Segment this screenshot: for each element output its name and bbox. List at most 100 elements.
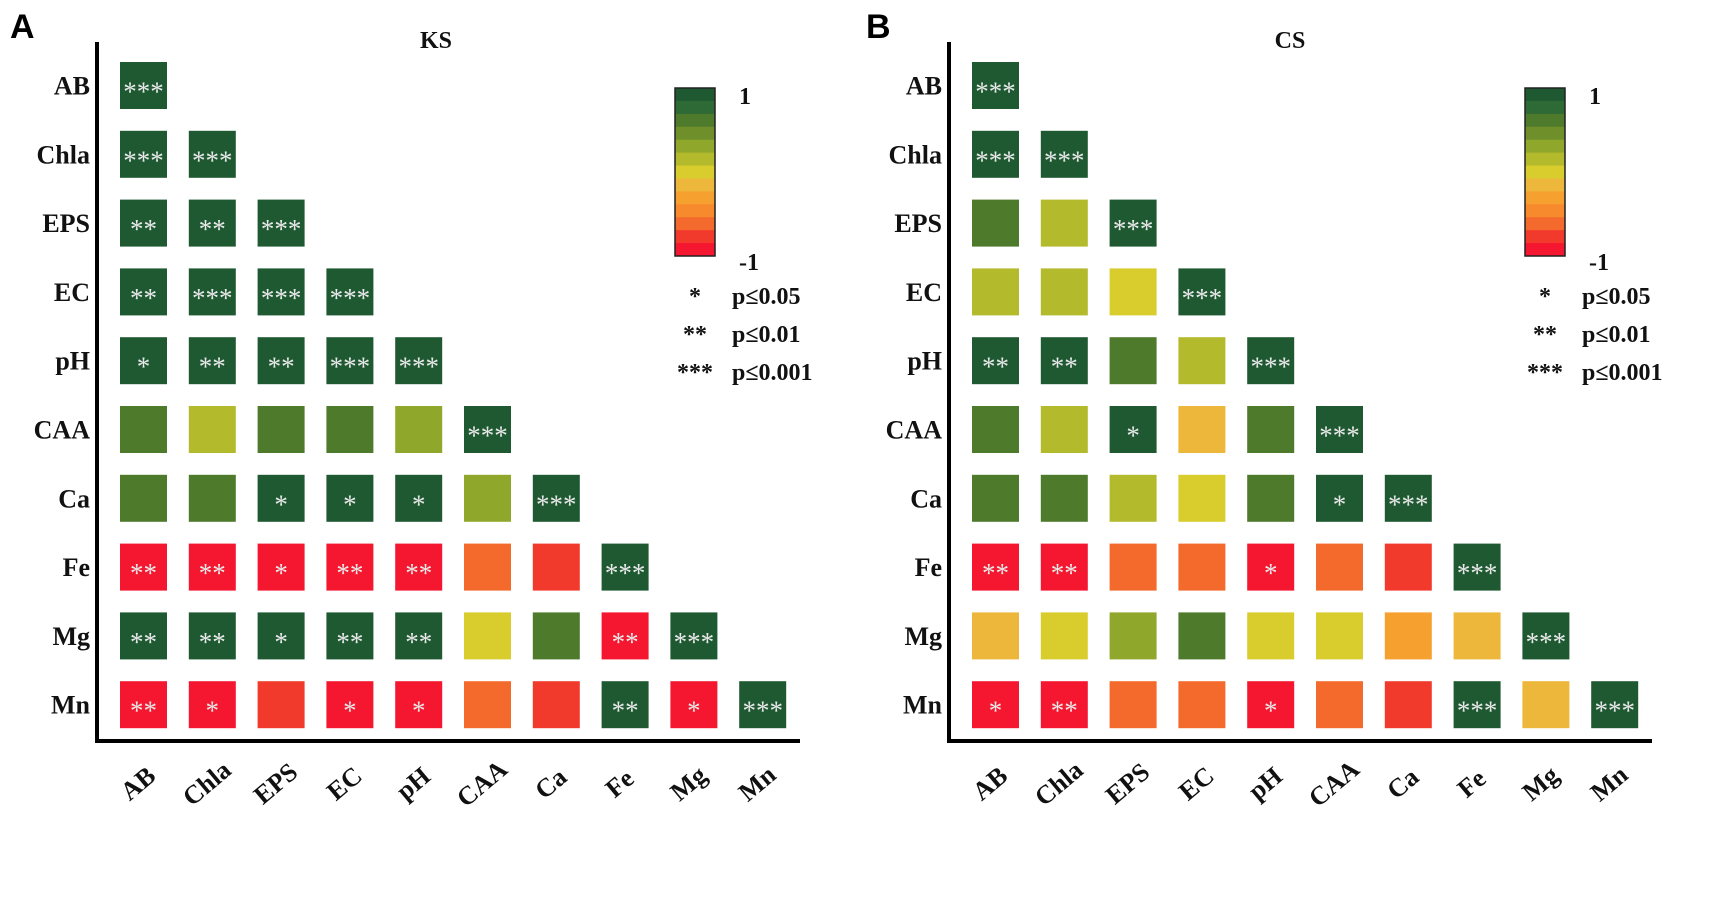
row-label-ca: Ca <box>910 484 942 513</box>
row-label-caa: CAA <box>886 416 943 445</box>
cell-caa-ph <box>1247 406 1295 453</box>
cell-stars: *** <box>1388 489 1429 519</box>
cell-fe-fe <box>1453 543 1501 591</box>
legend-sig-label: p≤0.001 <box>732 360 813 386</box>
cell-fe-ec <box>326 543 374 591</box>
cell-ab-ab <box>120 62 167 109</box>
cell-stars: ** <box>130 696 157 726</box>
cell-mn-ph <box>1247 681 1295 729</box>
legend-scale-swatch <box>675 178 715 192</box>
legend-scale-swatch <box>675 139 715 154</box>
col-label-ab: AB <box>115 761 161 806</box>
cell-fe-ph <box>395 543 443 591</box>
cell-stars: * <box>274 627 288 657</box>
cell-caa-caa <box>464 406 511 453</box>
row-label-mg: Mg <box>904 622 942 651</box>
cell-mn-eps <box>257 681 305 729</box>
cell-chla-ab <box>120 130 167 178</box>
cell-stars: * <box>1264 696 1278 726</box>
cell-fe-ca <box>1384 543 1432 591</box>
legend-max-label: 1 <box>739 84 751 110</box>
col-label-ec: EC <box>1173 761 1219 806</box>
cell-mg-caa <box>464 612 511 660</box>
cell-ph-ph <box>1247 337 1295 385</box>
legend-scale-frame <box>674 87 716 257</box>
cell-stars: ** <box>130 283 157 313</box>
cell-eps-eps <box>1109 199 1157 247</box>
col-label-fe: Fe <box>1452 764 1492 804</box>
cell-stars: *** <box>192 145 233 175</box>
legend-scale-swatch <box>675 113 715 128</box>
cell-stars: *** <box>975 77 1016 107</box>
cell-mg-chla <box>188 612 236 660</box>
row-label-ph: pH <box>55 347 90 376</box>
cell-mg-ph <box>395 612 443 660</box>
legend-sig-stars: ** <box>1533 322 1557 348</box>
cell-stars: ** <box>199 352 226 382</box>
cell-stars: *** <box>975 145 1016 175</box>
cell-stars: *** <box>536 489 577 519</box>
cell-mg-chla <box>1040 612 1088 660</box>
cell-stars: *** <box>1457 558 1498 588</box>
cell-chla-chla <box>1040 130 1088 178</box>
col-label-mn: Mn <box>733 759 782 807</box>
cell-ec-ab <box>972 268 1019 316</box>
legend-sig-label: p≤0.001 <box>1582 360 1663 386</box>
cell-stars: ** <box>130 627 157 657</box>
col-label-eps: EPS <box>1100 757 1155 810</box>
cell-stars: *** <box>261 214 302 244</box>
cell-mn-ab <box>972 681 1019 729</box>
row-label-ec: EC <box>906 278 942 307</box>
legend-sig-stars: * <box>689 284 701 310</box>
cell-stars: * <box>274 489 288 519</box>
cell-mg-fe <box>601 612 649 660</box>
cell-stars: ** <box>199 558 226 588</box>
legend-min-label: -1 <box>739 250 759 276</box>
cell-stars: * <box>412 696 426 726</box>
cell-mn-caa <box>464 681 511 729</box>
cell-stars: * <box>1333 489 1347 519</box>
legend-sig-stars: *** <box>1527 360 1563 386</box>
cell-mg-ca <box>532 612 580 660</box>
cell-ph-ec <box>326 337 374 385</box>
cell-stars: ** <box>982 558 1009 588</box>
legend-scale-swatch <box>1525 243 1565 257</box>
cell-stars: ** <box>1051 558 1078 588</box>
legend-sig-stars: *** <box>677 360 713 386</box>
cell-mn-ph <box>395 681 443 729</box>
cell-mg-ca <box>1384 612 1432 660</box>
legend-scale-swatch <box>1525 217 1565 231</box>
col-label-mn: Mn <box>1585 759 1634 807</box>
cell-mg-mg <box>1522 612 1570 660</box>
cell-stars: ** <box>1051 696 1078 726</box>
cell-chla-ab <box>972 130 1019 178</box>
cell-ec-eps <box>257 268 305 316</box>
cell-stars: * <box>137 352 151 382</box>
cell-caa-ab <box>972 406 1019 453</box>
cell-stars: ** <box>1051 352 1078 382</box>
cell-stars: ** <box>982 352 1009 382</box>
legend-scale-frame <box>1524 87 1566 257</box>
col-label-mg: Mg <box>1517 760 1564 806</box>
cell-mn-fe <box>601 681 649 729</box>
legend-scale-swatch <box>1525 139 1565 154</box>
cell-fe-eps <box>257 543 305 591</box>
cell-mn-mg <box>1522 681 1570 729</box>
cell-mg-ab <box>120 612 167 660</box>
cell-caa-caa <box>1316 406 1363 453</box>
legend-scale-swatch <box>1525 165 1565 179</box>
col-label-eps: EPS <box>248 757 303 810</box>
cell-stars: ** <box>336 558 363 588</box>
cell-mn-ec <box>326 681 374 729</box>
cell-stars: *** <box>1044 145 1085 175</box>
legend-scale-swatch <box>675 165 715 179</box>
legend-scale-swatch <box>1525 88 1565 102</box>
row-label-ab: AB <box>906 72 942 101</box>
cell-stars: * <box>343 696 357 726</box>
legend-scale-swatch <box>675 217 715 231</box>
cell-fe-chla <box>188 543 236 591</box>
panel-a-letter: A <box>10 8 35 46</box>
legend-sig-label: p≤0.01 <box>732 322 801 348</box>
cell-stars: ** <box>405 627 432 657</box>
cell-ph-ec <box>1178 337 1226 385</box>
